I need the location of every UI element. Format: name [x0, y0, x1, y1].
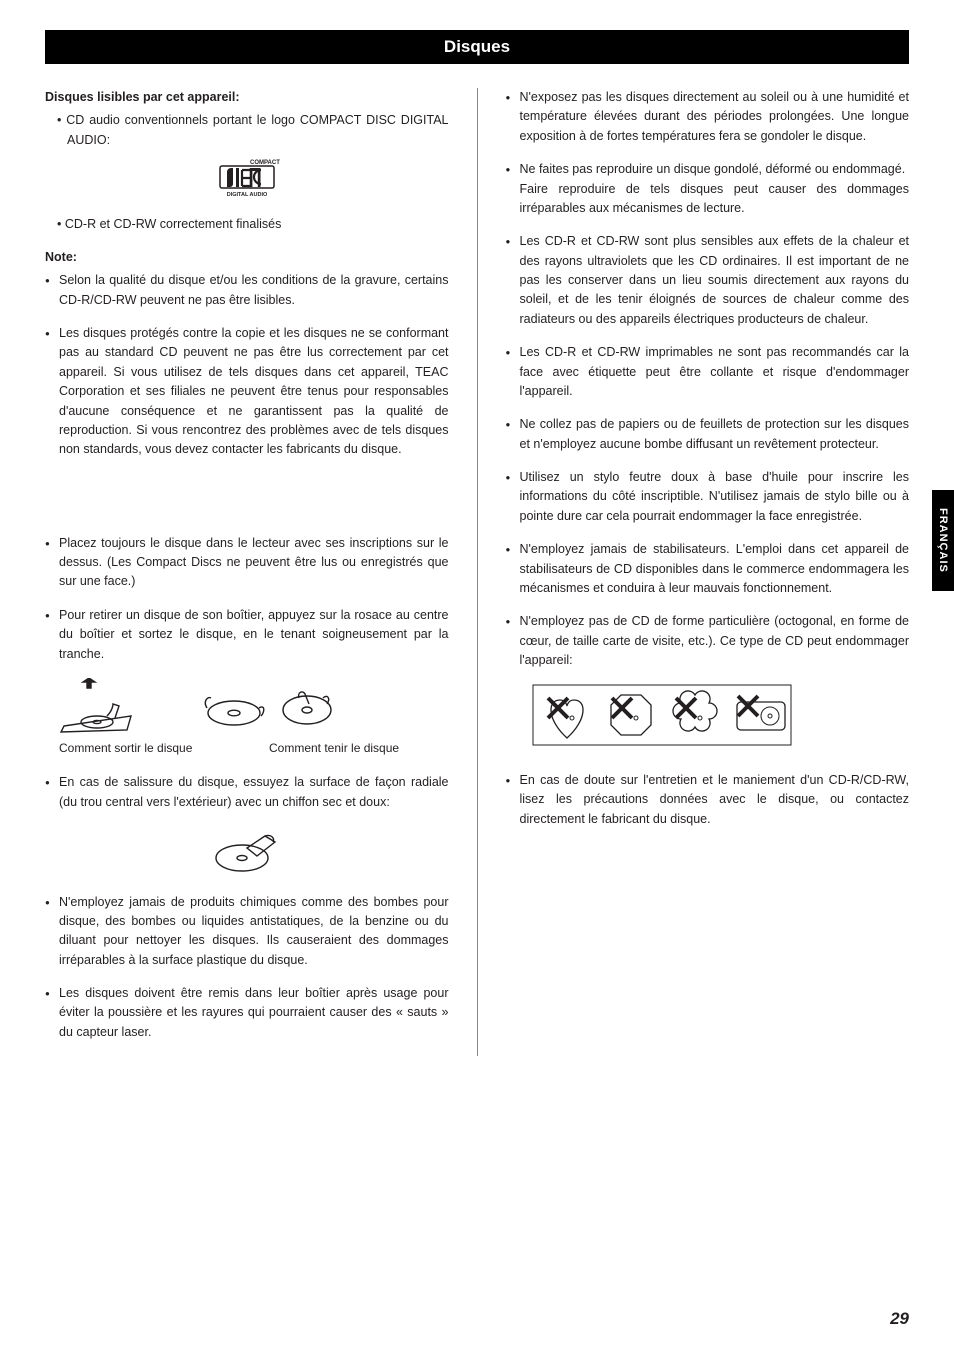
left-column: Disques lisibles par cet appareil: CD au… — [45, 88, 449, 1056]
hold-disc-icon — [199, 678, 339, 733]
text-line: Ne faites pas reproduire un disque gondo… — [520, 162, 906, 176]
content-columns: Disques lisibles par cet appareil: CD au… — [45, 88, 909, 1056]
odd-shapes-icon — [532, 684, 792, 746]
note-item: Les disques protégés contre la copie et … — [45, 324, 449, 460]
note-item: Les disques doivent être remis dans leur… — [45, 984, 449, 1042]
odd-shaped-discs-figure — [532, 684, 910, 752]
note-item: N'employez jamais de stabilisateurs. L'e… — [506, 540, 910, 598]
sub-bullet-audio-cd: CD audio conventionnels portant le logo … — [45, 111, 449, 150]
heading-note: Note: — [45, 248, 449, 267]
language-tab: FRANÇAIS — [932, 490, 954, 591]
column-separator — [477, 88, 478, 1056]
note-item: Pour retirer un disque de son boîtier, a… — [45, 606, 449, 664]
sub-bullet-cdr: CD-R et CD-RW correctement finalisés — [45, 215, 449, 234]
note-item: En cas de doute sur l'entretien et le ma… — [506, 771, 910, 829]
text-line: Faire reproduire de tels disques peut ca… — [520, 182, 910, 215]
note-item: En cas de salissure du disque, essuyez l… — [45, 773, 449, 812]
caption-hold: Comment tenir le disque — [269, 739, 399, 758]
logo-top-text: COMPACT — [250, 160, 280, 166]
page-number: 29 — [890, 1309, 909, 1329]
note-item: N'employez jamais de produits chimiques … — [45, 893, 449, 971]
logo-bottom-text: DIGITAL AUDIO — [226, 192, 267, 198]
caption-remove: Comment sortir le disque — [59, 739, 269, 758]
note-item: Utilisez un stylo feutre doux à base d'h… — [506, 468, 910, 526]
figure-captions: Comment sortir le disque Comment tenir l… — [59, 739, 449, 758]
note-item: N'exposez pas les disques directement au… — [506, 88, 910, 146]
wipe-disc-figure — [45, 826, 449, 882]
page: Disques Disques lisibles par cet apparei… — [0, 0, 954, 1349]
note-item: N'employez pas de CD de forme particuliè… — [506, 612, 910, 670]
note-item: Ne faites pas reproduire un disque gondo… — [506, 160, 910, 218]
right-column: N'exposez pas les disques directement au… — [506, 88, 910, 1056]
heading-readable-discs: Disques lisibles par cet appareil: — [45, 88, 449, 107]
compact-disc-logo: COMPACT DIGITAL AUDIO — [45, 156, 449, 204]
note-item: Les CD-R et CD-RW sont plus sensibles au… — [506, 232, 910, 329]
disc-handling-figures — [59, 678, 449, 733]
remove-disc-icon — [59, 678, 139, 733]
note-item: Selon la qualité du disque et/ou les con… — [45, 271, 449, 310]
note-item: Placez toujours le disque dans le lecteu… — [45, 534, 449, 592]
note-item: Ne collez pas de papiers ou de feuillets… — [506, 415, 910, 454]
wipe-disc-icon — [207, 826, 287, 876]
note-item: Les CD-R et CD-RW imprimables ne sont pa… — [506, 343, 910, 401]
page-title: Disques — [45, 30, 909, 64]
